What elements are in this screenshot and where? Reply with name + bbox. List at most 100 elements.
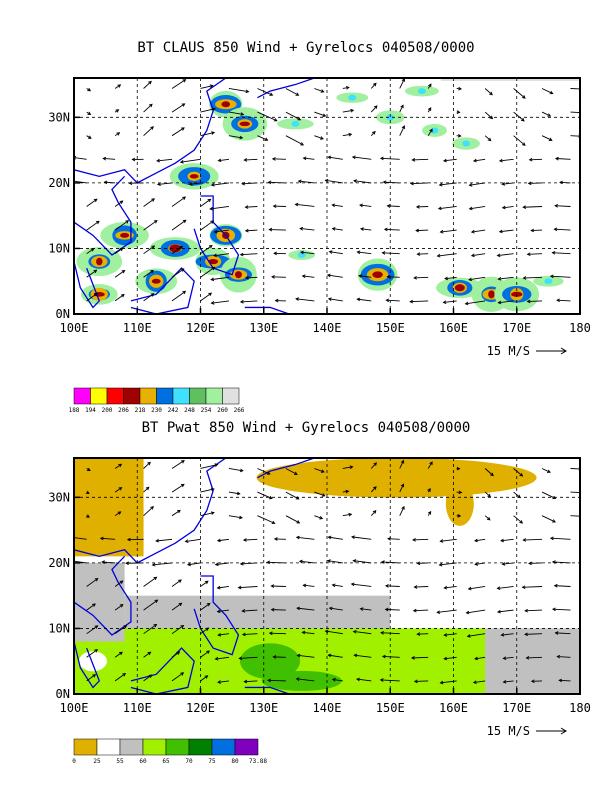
pwat-region — [78, 651, 107, 672]
wind-vector — [273, 251, 277, 256]
wind-vector — [295, 677, 300, 681]
wind-vector — [211, 182, 230, 186]
wind-vector — [484, 515, 491, 521]
wind-vector — [200, 108, 216, 113]
wind-vector — [474, 656, 486, 660]
wind-vector — [541, 135, 553, 141]
wind-vector — [296, 606, 301, 611]
wind-vector — [332, 204, 343, 207]
wind-vector — [484, 88, 493, 96]
cloud-blob — [348, 94, 357, 101]
y-tick-label: 20N — [48, 556, 70, 570]
wind-vector — [180, 268, 185, 272]
colorbar-swatch — [73, 738, 98, 756]
wind-vector — [497, 253, 514, 257]
wind-vector — [156, 182, 161, 186]
wind-vector — [302, 583, 307, 588]
wind-vector — [245, 206, 258, 208]
coastline — [244, 686, 315, 694]
wind-vector — [517, 494, 521, 499]
wind-vector — [468, 206, 473, 211]
wind-vector — [240, 253, 258, 256]
wind-vector — [119, 200, 124, 204]
wind-vector — [496, 609, 501, 614]
wind-vector — [443, 656, 448, 661]
wind-vector — [328, 536, 343, 540]
colorbar-swatch — [139, 387, 157, 405]
wind-vector — [119, 580, 124, 584]
wind-vector — [150, 506, 154, 510]
wind-vector — [410, 181, 414, 186]
cloud-blob — [151, 278, 161, 284]
wind-vector — [550, 275, 571, 278]
wind-vector — [239, 515, 243, 520]
wind-vector — [285, 88, 299, 96]
wind-vector — [380, 679, 400, 682]
wind-vector — [297, 607, 315, 611]
wind-vector — [236, 491, 241, 496]
wind-vector — [399, 460, 404, 469]
wind-vector — [123, 625, 128, 629]
wind-vector — [216, 609, 221, 614]
wind-vector — [213, 253, 230, 257]
wind-vector — [353, 180, 372, 184]
wind-vector — [114, 247, 123, 255]
wind-vector — [490, 472, 494, 477]
wind-vector — [527, 253, 543, 255]
wind-vector — [215, 562, 230, 566]
wind-vector — [273, 118, 278, 122]
wind-reference-label: 15 M/S — [487, 344, 530, 358]
wind-vector — [522, 276, 527, 280]
wind-vector — [125, 220, 130, 224]
wind-vector — [285, 515, 300, 524]
wind-vector — [148, 103, 153, 108]
wind-vector — [99, 536, 104, 541]
cloud-blob — [208, 258, 219, 265]
wind-vector — [217, 158, 222, 163]
wind-vector — [439, 539, 444, 543]
wind-vector — [413, 585, 418, 589]
wind-vector — [552, 252, 571, 255]
wind-vector — [465, 610, 470, 615]
wind-vector — [468, 277, 473, 282]
colorbar-label: 218 — [135, 407, 146, 414]
wind-vector — [114, 673, 126, 682]
wind-vector — [200, 85, 213, 89]
wind-vector — [178, 579, 182, 583]
wind-vector — [314, 468, 325, 473]
wind-vector — [200, 292, 212, 302]
wind-vector — [456, 466, 461, 471]
wind-vector — [415, 228, 419, 233]
wind-vector — [570, 491, 580, 494]
wind-vector — [559, 180, 563, 185]
x-tick-label: 160E — [439, 321, 468, 335]
wind-vector — [100, 537, 116, 540]
wind-vector — [582, 111, 585, 114]
wind-vector — [522, 205, 527, 209]
wind-vector — [329, 251, 343, 255]
wind-vector — [299, 560, 315, 564]
wind-vector — [554, 203, 559, 208]
wind-vector — [187, 562, 191, 567]
wind-vector — [444, 276, 449, 281]
wind-vector — [240, 562, 258, 565]
wind-vector — [143, 462, 151, 469]
x-tick-label: 120E — [186, 701, 215, 715]
wind-vector — [200, 266, 215, 278]
wind-vector — [118, 463, 123, 468]
wind-vector — [429, 128, 433, 133]
wind-vector — [114, 463, 122, 469]
wind-vector — [414, 276, 429, 279]
x-tick-label: 140E — [313, 701, 342, 715]
wind-vector — [519, 473, 524, 477]
wind-vector — [439, 229, 444, 234]
x-tick-label: 100E — [60, 701, 89, 715]
wind-vector — [211, 107, 216, 112]
wind-vector — [271, 157, 276, 161]
wind-vector — [438, 562, 443, 567]
wind-vector — [314, 491, 325, 497]
wind-vector — [555, 158, 571, 160]
coastline — [74, 641, 101, 689]
wind-vector — [94, 625, 99, 629]
wind-vector — [182, 79, 187, 83]
